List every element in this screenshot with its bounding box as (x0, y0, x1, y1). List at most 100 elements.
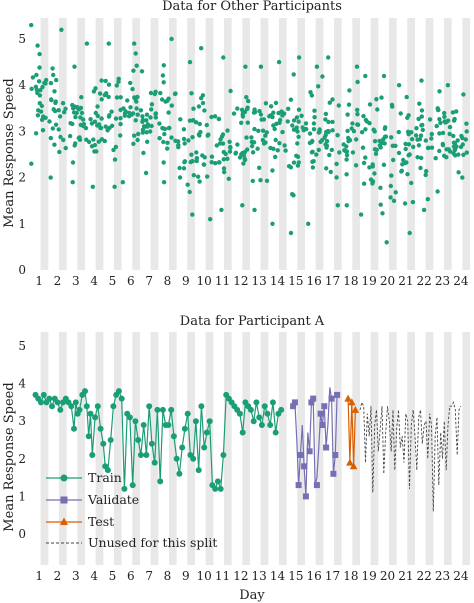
data-point (424, 169, 429, 174)
data-point (102, 138, 108, 144)
data-point (157, 121, 162, 126)
day-band (150, 332, 159, 565)
data-point (130, 86, 135, 92)
data-point (381, 162, 387, 167)
data-point (43, 81, 48, 86)
data-point (246, 98, 251, 104)
data-point (247, 406, 254, 413)
legend-entry-unused: Unused for this split (46, 535, 217, 550)
data-point (294, 153, 299, 158)
data-point (348, 398, 356, 406)
data-point (406, 153, 411, 158)
data-point (245, 120, 250, 125)
legend-entry-validate: Validate (46, 492, 139, 507)
data-point (444, 147, 449, 152)
data-point (132, 95, 137, 100)
data-point (334, 391, 341, 398)
data-point (318, 139, 323, 144)
x-tick-label: 19 (362, 274, 377, 288)
data-point (303, 121, 309, 126)
data-point (96, 139, 102, 144)
data-point (258, 422, 265, 428)
x-tick-label: 3 (72, 274, 80, 288)
x-tick-label: 22 (417, 569, 432, 583)
data-point (335, 203, 340, 208)
x-tick-label: 15 (288, 569, 303, 583)
data-point (70, 121, 75, 127)
data-point (95, 113, 101, 119)
data-point (460, 175, 465, 180)
data-point (53, 100, 58, 106)
day-band (462, 18, 470, 270)
data-point (323, 117, 328, 122)
data-point (219, 134, 225, 139)
day-band (187, 332, 195, 565)
data-point (94, 403, 101, 410)
data-point (122, 111, 128, 116)
data-point (264, 410, 271, 417)
data-marks (29, 22, 469, 245)
data-point (437, 117, 442, 122)
data-point (118, 121, 123, 127)
data-point (187, 59, 193, 65)
x-tick-label: 9 (182, 569, 190, 583)
data-point (455, 138, 460, 143)
data-point (184, 410, 191, 417)
data-point (252, 109, 258, 115)
day-band (388, 332, 397, 565)
data-point (201, 162, 207, 167)
day-band (370, 332, 379, 565)
data-point (328, 169, 333, 175)
data-point (33, 131, 39, 136)
data-point (179, 444, 186, 451)
x-tick-label: 21 (398, 569, 413, 583)
data-point (256, 128, 261, 133)
data-point (440, 141, 445, 147)
x-tick-label: 14 (270, 569, 286, 583)
data-point (128, 80, 133, 86)
data-point (327, 152, 332, 158)
data-point (447, 131, 452, 137)
data-point (132, 418, 139, 425)
data-point (77, 137, 83, 142)
data-point (434, 123, 439, 129)
data-point (153, 115, 158, 120)
data-point (118, 395, 125, 402)
data-point (91, 137, 96, 142)
data-point (270, 221, 275, 226)
data-point (106, 94, 111, 100)
y-tick-label: 1 (18, 489, 26, 503)
x-tick-label: 23 (435, 569, 450, 583)
data-point (312, 115, 317, 120)
data-point (197, 133, 202, 138)
data-point (110, 403, 117, 410)
data-point (330, 97, 335, 102)
data-point (291, 72, 296, 77)
data-point (278, 406, 285, 413)
data-point (235, 106, 240, 111)
day-band (168, 332, 177, 565)
data-point (170, 433, 177, 440)
data-point (379, 140, 384, 146)
x-tick-label: 18 (343, 274, 358, 288)
data-point (103, 124, 108, 129)
series-line (359, 401, 462, 512)
data-point (414, 126, 419, 131)
data-point (181, 166, 187, 171)
data-point (411, 144, 416, 150)
data-point (271, 146, 276, 151)
data-point (141, 150, 146, 156)
data-point (290, 123, 295, 128)
day-band (443, 332, 452, 565)
data-point (456, 170, 461, 175)
data-point (195, 174, 201, 179)
data-point (296, 55, 302, 60)
data-point (204, 122, 209, 128)
data-point (73, 114, 78, 120)
y-axis-label: Mean Response Speed (2, 382, 17, 531)
data-point (296, 119, 301, 124)
data-point (319, 422, 326, 428)
data-point (72, 64, 77, 69)
data-point (367, 102, 373, 107)
data-point (46, 395, 53, 402)
